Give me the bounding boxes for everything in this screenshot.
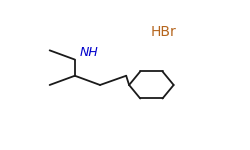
Text: HBr: HBr — [150, 25, 176, 39]
Text: NH: NH — [80, 46, 98, 59]
